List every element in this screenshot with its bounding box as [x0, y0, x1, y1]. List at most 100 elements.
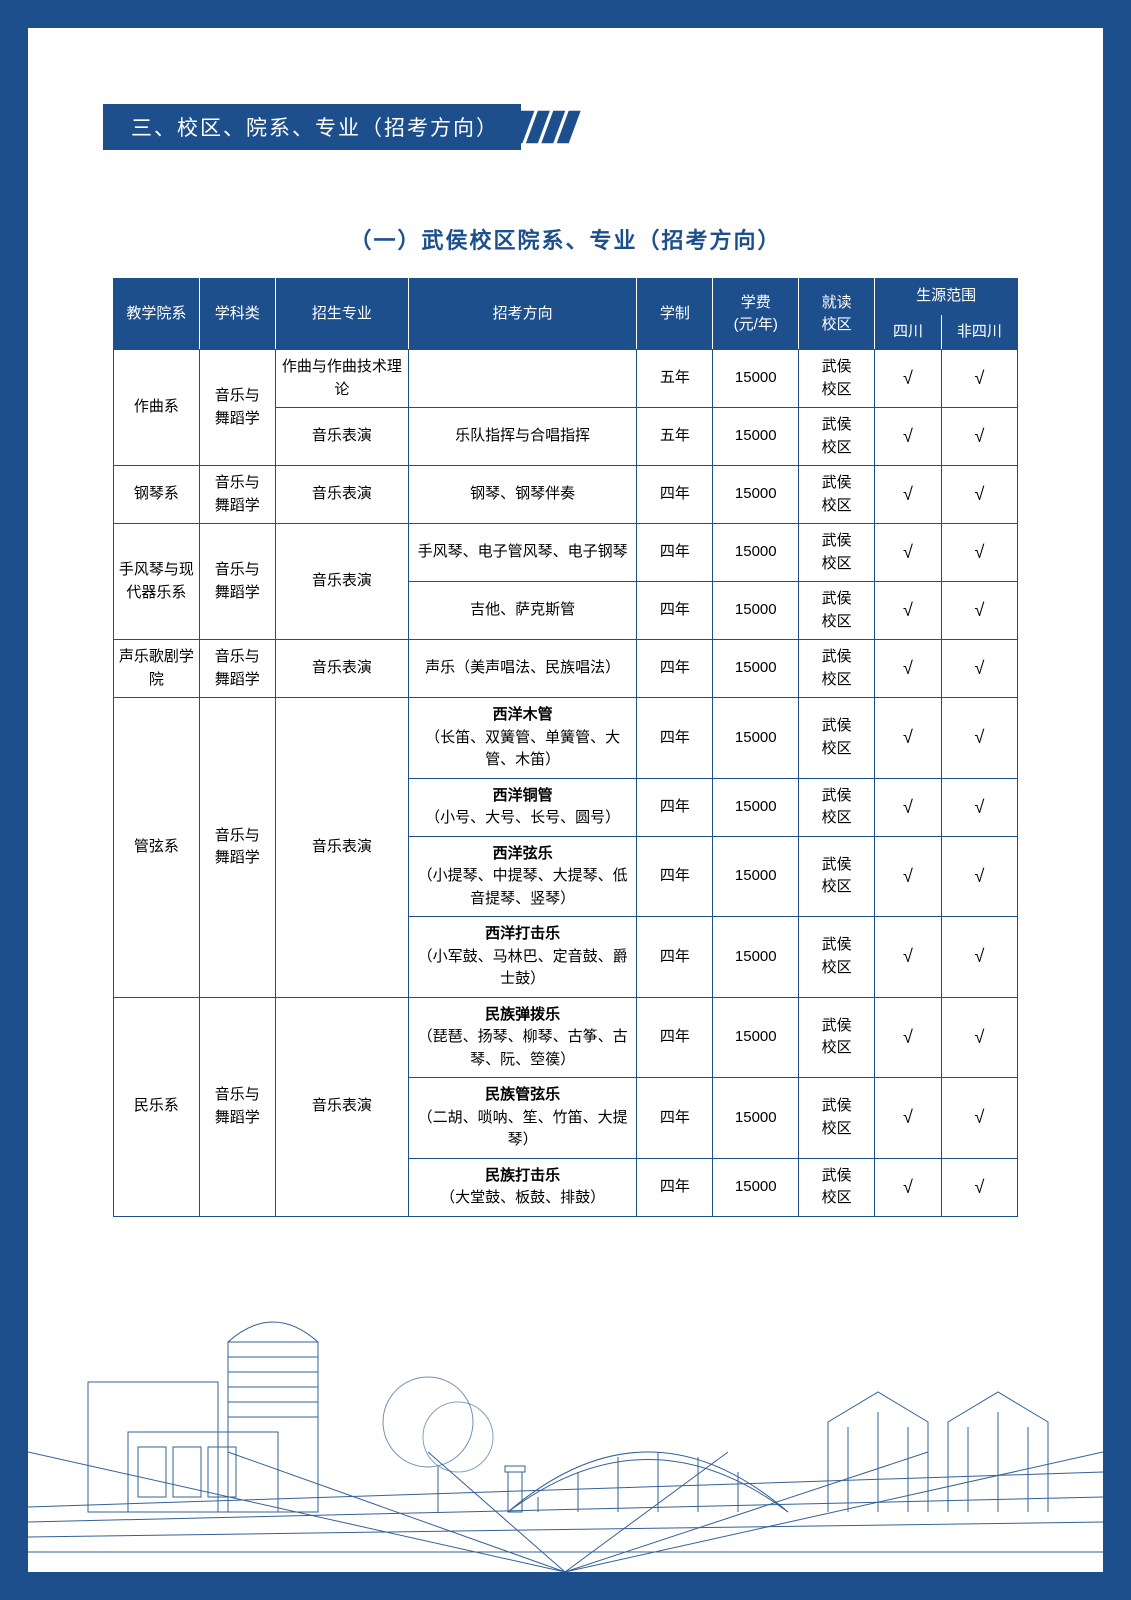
table-cell: √ — [875, 997, 942, 1078]
table-cell: 15000 — [713, 1158, 799, 1216]
th-fee: 学费 (元/年) — [713, 279, 799, 350]
table-cell: 15000 — [713, 466, 799, 524]
th-campus-l1: 就读 — [822, 294, 852, 311]
page: 三、校区、院系、专业（招考方向） （一）武侯校区院系、专业（招考方向） 教学院系… — [28, 28, 1103, 1572]
table-cell: 音乐与舞蹈学 — [199, 524, 275, 640]
table-cell: √ — [875, 836, 942, 917]
table-cell: √ — [941, 1078, 1017, 1159]
table-cell: 钢琴、钢琴伴奏 — [408, 466, 636, 524]
table-cell: √ — [875, 466, 942, 524]
th-fee-l1: 学费 — [741, 294, 771, 311]
table-cell: 15000 — [713, 997, 799, 1078]
table-cell: √ — [875, 1078, 942, 1159]
table-cell: 管弦系 — [114, 698, 200, 998]
table-row: 声乐歌剧学院音乐与舞蹈学音乐表演声乐（美声唱法、民族唱法）四年15000武侯校区… — [114, 640, 1018, 698]
table-cell: √ — [941, 350, 1017, 408]
table-cell: √ — [941, 408, 1017, 466]
table-cell: 四年 — [637, 582, 713, 640]
table-cell: 音乐与舞蹈学 — [199, 698, 275, 998]
table-cell: √ — [875, 640, 942, 698]
table-cell: 民族弹拨乐（琵琶、扬琴、柳琴、古筝、古琴、阮、箜篌） — [408, 997, 636, 1078]
table-cell: 音乐与舞蹈学 — [199, 350, 275, 466]
th-fee-l2: (元/年) — [734, 316, 778, 333]
table-cell: 手风琴与现代器乐系 — [114, 524, 200, 640]
programs-table: 教学院系 学科类 招生专业 招考方向 学制 学费 (元/年) 就读 校区 生源范… — [113, 278, 1018, 1217]
table-cell: 四年 — [637, 640, 713, 698]
table-cell: 武侯校区 — [799, 350, 875, 408]
table-cell: 15000 — [713, 778, 799, 836]
table-cell: 音乐与舞蹈学 — [199, 466, 275, 524]
table-cell: √ — [941, 1158, 1017, 1216]
table-cell: 武侯校区 — [799, 836, 875, 917]
table-cell: 五年 — [637, 350, 713, 408]
table-cell: 四年 — [637, 917, 713, 998]
table-cell: 音乐表演 — [275, 997, 408, 1216]
table-cell: 西洋打击乐（小军鼓、马林巴、定音鼓、爵士鼓） — [408, 917, 636, 998]
table-cell: 西洋铜管（小号、大号、长号、圆号） — [408, 778, 636, 836]
table-cell: 15000 — [713, 640, 799, 698]
table-cell: 15000 — [713, 1078, 799, 1159]
table-cell: 音乐表演 — [275, 640, 408, 698]
table-cell: 武侯校区 — [799, 698, 875, 779]
table-cell — [408, 350, 636, 408]
table-cell: 西洋木管（长笛、双簧管、单簧管、大管、木笛） — [408, 698, 636, 779]
table-cell: 15000 — [713, 917, 799, 998]
table-cell: √ — [875, 1158, 942, 1216]
table-cell: √ — [875, 524, 942, 582]
th-campus-l2: 校区 — [822, 316, 852, 333]
table-cell: 民族打击乐（大堂鼓、板鼓、排鼓） — [408, 1158, 636, 1216]
table-cell: √ — [875, 582, 942, 640]
table-cell: 钢琴系 — [114, 466, 200, 524]
table-cell: 民族管弦乐（二胡、唢呐、笙、竹笛、大提琴） — [408, 1078, 636, 1159]
table-cell: √ — [941, 582, 1017, 640]
table-cell: 武侯校区 — [799, 917, 875, 998]
table-cell: 音乐表演 — [275, 408, 408, 466]
table-row: 作曲系音乐与舞蹈学作曲与作曲技术理论五年15000武侯校区√√ — [114, 350, 1018, 408]
table-cell: 音乐表演 — [275, 524, 408, 640]
table-cell: 声乐（美声唱法、民族唱法） — [408, 640, 636, 698]
table-cell: 四年 — [637, 698, 713, 779]
table-cell: 15000 — [713, 350, 799, 408]
table-cell: 作曲系 — [114, 350, 200, 466]
table-row: 钢琴系音乐与舞蹈学音乐表演钢琴、钢琴伴奏四年15000武侯校区√√ — [114, 466, 1018, 524]
table-cell: 四年 — [637, 524, 713, 582]
table-cell: 四年 — [637, 1078, 713, 1159]
table-cell: 四年 — [637, 836, 713, 917]
table-cell: 吉他、萨克斯管 — [408, 582, 636, 640]
table-row: 手风琴与现代器乐系音乐与舞蹈学音乐表演手风琴、电子管风琴、电子钢琴四年15000… — [114, 524, 1018, 582]
table-cell: √ — [875, 408, 942, 466]
table-cell: √ — [941, 640, 1017, 698]
table-cell: 武侯校区 — [799, 778, 875, 836]
table-cell: 民乐系 — [114, 997, 200, 1216]
table-cell: 四年 — [637, 778, 713, 836]
table-cell: √ — [941, 466, 1017, 524]
table-cell: 武侯校区 — [799, 408, 875, 466]
table-cell: 四年 — [637, 997, 713, 1078]
table-cell: √ — [941, 917, 1017, 998]
table-cell: √ — [941, 997, 1017, 1078]
table-cell: 四年 — [637, 1158, 713, 1216]
table-cell: 武侯校区 — [799, 524, 875, 582]
table-cell: √ — [875, 698, 942, 779]
table-cell: 武侯校区 — [799, 640, 875, 698]
table-cell: √ — [941, 836, 1017, 917]
table-cell: 15000 — [713, 408, 799, 466]
campus-line-art-icon — [28, 1272, 1103, 1572]
table-cell: 15000 — [713, 582, 799, 640]
table-cell: 武侯校区 — [799, 582, 875, 640]
table-cell: √ — [941, 778, 1017, 836]
table-cell: 手风琴、电子管风琴、电子钢琴 — [408, 524, 636, 582]
table-cell: 武侯校区 — [799, 997, 875, 1078]
th-scope-sc: 四川 — [875, 314, 942, 350]
table-cell: √ — [875, 917, 942, 998]
table-row: 管弦系音乐与舞蹈学音乐表演西洋木管（长笛、双簧管、单簧管、大管、木笛）四年150… — [114, 698, 1018, 779]
table-cell: 音乐表演 — [275, 466, 408, 524]
section-header: 三、校区、院系、专业（招考方向） — [103, 106, 639, 148]
table-cell: 西洋弦乐（小提琴、中提琴、大提琴、低音提琴、竖琴） — [408, 836, 636, 917]
table-cell: √ — [875, 778, 942, 836]
table-cell: 15000 — [713, 836, 799, 917]
table-cell: 五年 — [637, 408, 713, 466]
table-cell: 武侯校区 — [799, 1078, 875, 1159]
table-cell: 武侯校区 — [799, 466, 875, 524]
table-cell: 音乐与舞蹈学 — [199, 640, 275, 698]
